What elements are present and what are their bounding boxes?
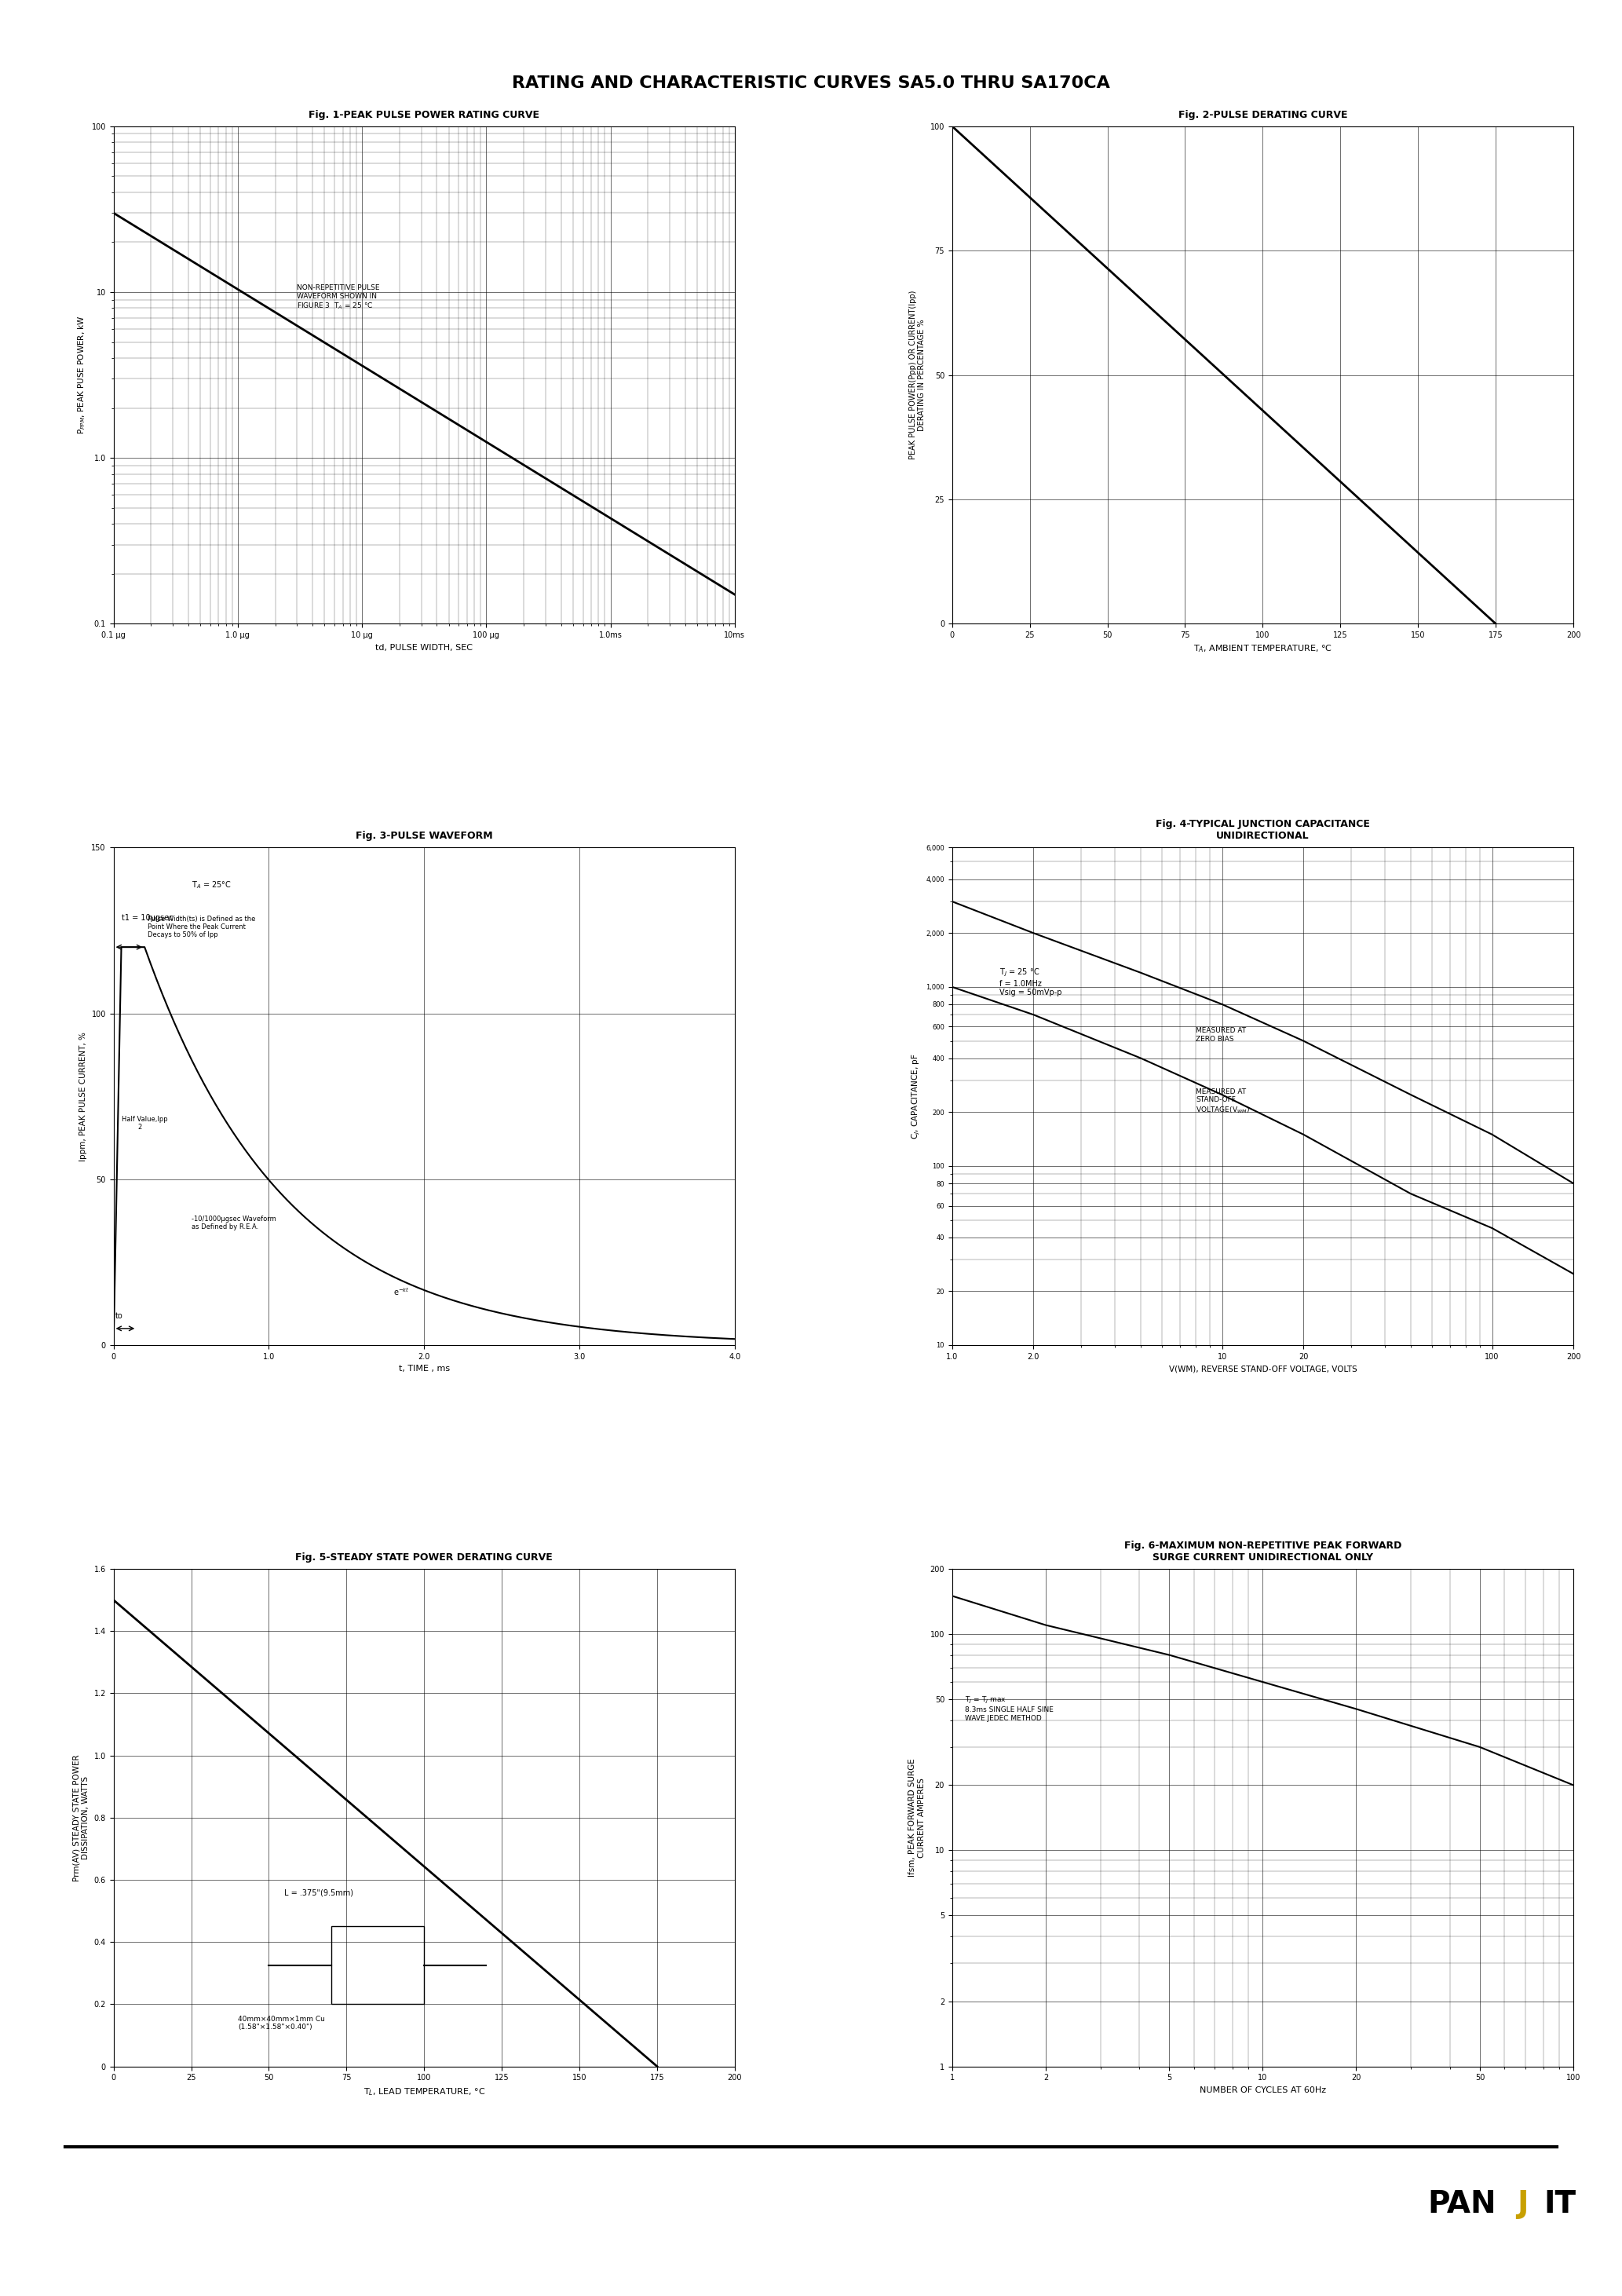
Title: Fig. 3-PULSE WAVEFORM: Fig. 3-PULSE WAVEFORM <box>355 831 493 840</box>
Text: t1 = 10μgsec: t1 = 10μgsec <box>122 914 172 923</box>
Text: MEASURED AT
STAND-OFF
VOLTAGE(V$_{WM}$): MEASURED AT STAND-OFF VOLTAGE(V$_{WM}$) <box>1195 1088 1251 1116</box>
Text: 40mm×40mm×1mm Cu
(1.58"×1.58"×0.40"): 40mm×40mm×1mm Cu (1.58"×1.58"×0.40") <box>238 2016 324 2030</box>
X-axis label: V(WM), REVERSE STAND-OFF VOLTAGE, VOLTS: V(WM), REVERSE STAND-OFF VOLTAGE, VOLTS <box>1168 1364 1358 1373</box>
Text: Pulse Width(ts) is Defined as the
Point Where the Peak Current
Decays to 50% of : Pulse Width(ts) is Defined as the Point … <box>148 916 256 939</box>
Title: Fig. 2-PULSE DERATING CURVE: Fig. 2-PULSE DERATING CURVE <box>1178 110 1348 119</box>
Text: T$_A$ = 25°C: T$_A$ = 25°C <box>191 879 232 891</box>
Text: MEASURED AT
ZERO BIAS: MEASURED AT ZERO BIAS <box>1195 1026 1246 1042</box>
Title: Fig. 1-PEAK PULSE POWER RATING CURVE: Fig. 1-PEAK PULSE POWER RATING CURVE <box>308 110 540 119</box>
Text: to: to <box>115 1313 123 1320</box>
Y-axis label: P$_{PPM}$, PEAK PUSE POWER, kW: P$_{PPM}$, PEAK PUSE POWER, kW <box>76 315 88 434</box>
X-axis label: t, TIME , ms: t, TIME , ms <box>399 1364 449 1373</box>
Bar <box>331 1926 423 2004</box>
Title: Fig. 6-MAXIMUM NON-REPETITIVE PEAK FORWARD
SURGE CURRENT UNIDIRECTIONAL ONLY: Fig. 6-MAXIMUM NON-REPETITIVE PEAK FORWA… <box>1124 1541 1401 1564</box>
Text: NON-REPETITIVE PULSE
WAVEFORM SHOWN IN
FIGURE 3  T$_A$ = 25 °C: NON-REPETITIVE PULSE WAVEFORM SHOWN IN F… <box>297 285 380 310</box>
Title: Fig. 4-TYPICAL JUNCTION CAPACITANCE
UNIDIRECTIONAL: Fig. 4-TYPICAL JUNCTION CAPACITANCE UNID… <box>1155 820 1371 840</box>
Text: J: J <box>1517 2190 1528 2218</box>
Y-axis label: PEAK PULSE POWER(Ppp) OR CURRENT(Ipp)
DERATING IN PERCENTAGE %: PEAK PULSE POWER(Ppp) OR CURRENT(Ipp) DE… <box>908 292 926 459</box>
Y-axis label: Ifsm, PEAK FORWARD SURGE
CURRENT AMPERES: Ifsm, PEAK FORWARD SURGE CURRENT AMPERES <box>908 1759 926 1876</box>
Text: RATING AND CHARACTERISTIC CURVES SA5.0 THRU SA170CA: RATING AND CHARACTERISTIC CURVES SA5.0 T… <box>513 76 1109 92</box>
X-axis label: T$_L$, LEAD TEMPERATURE, °C: T$_L$, LEAD TEMPERATURE, °C <box>363 2087 485 2096</box>
Text: e$^{-kt}$: e$^{-kt}$ <box>393 1286 409 1297</box>
X-axis label: NUMBER OF CYCLES AT 60Hz: NUMBER OF CYCLES AT 60Hz <box>1200 2087 1327 2094</box>
Y-axis label: C$_J$, CAPACITANCE, pF: C$_J$, CAPACITANCE, pF <box>910 1054 921 1139</box>
Text: T$_J$ = T$_J$ max
8.3ms SINGLE HALF SINE
WAVE JEDEC METHOD: T$_J$ = T$_J$ max 8.3ms SINGLE HALF SINE… <box>965 1694 1054 1722</box>
Y-axis label: Ippm, PEAK PULSE CURRENT, %: Ippm, PEAK PULSE CURRENT, % <box>79 1031 88 1162</box>
Text: T$_J$ = 25 °C
f = 1.0MHz
Vsig = 50mVp-p: T$_J$ = 25 °C f = 1.0MHz Vsig = 50mVp-p <box>999 967 1062 996</box>
Text: -10/1000μgsec Waveform
as Defined by R.E.A.: -10/1000μgsec Waveform as Defined by R.E… <box>191 1215 276 1231</box>
Text: Half Value,Ipp
        2: Half Value,Ipp 2 <box>122 1116 167 1132</box>
Text: IT: IT <box>1544 2190 1577 2218</box>
Text: PAN: PAN <box>1427 2190 1495 2218</box>
X-axis label: T$_A$, AMBIENT TEMPERATURE, °C: T$_A$, AMBIENT TEMPERATURE, °C <box>1194 643 1332 654</box>
Title: Fig. 5-STEADY STATE POWER DERATING CURVE: Fig. 5-STEADY STATE POWER DERATING CURVE <box>295 1552 553 1564</box>
Y-axis label: Prm(AV) STEADY STATE POWER
DISSIPATION, WATTS: Prm(AV) STEADY STATE POWER DISSIPATION, … <box>73 1754 89 1880</box>
Text: L = .375"(9.5mm): L = .375"(9.5mm) <box>284 1890 354 1896</box>
X-axis label: td, PULSE WIDTH, SEC: td, PULSE WIDTH, SEC <box>375 643 472 652</box>
